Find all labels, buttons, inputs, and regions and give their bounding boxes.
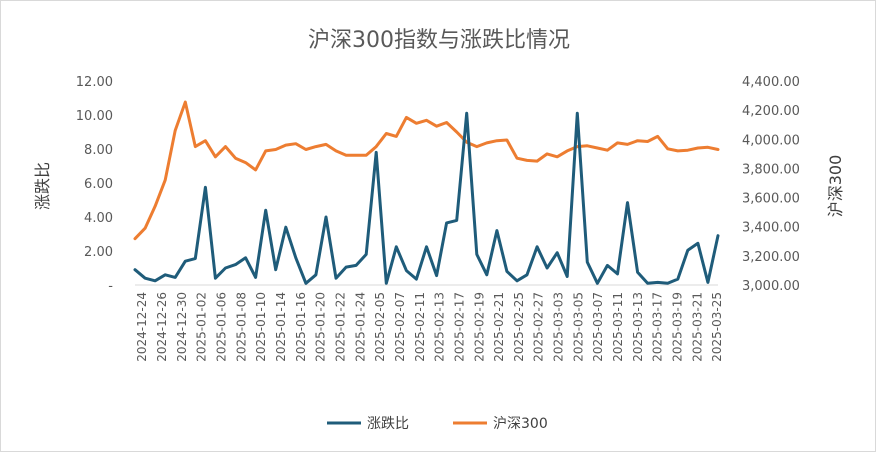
x-tick-label: 2025-02-11 [413,292,427,362]
x-tick-label: 2025-01-06 [215,292,229,362]
y-axis-left-label: 涨跌比 [33,162,52,210]
y-tick-label: 12.00 [76,75,113,90]
y2-tick-label: 3,800.00 [742,162,800,177]
y2-tick-label: 4,200.00 [742,104,800,119]
x-tick-label: 2025-03-21 [690,292,704,362]
x-tick-label: 2025-03-13 [631,292,645,362]
y-axis-right-label: 沪深300 [826,155,845,218]
x-tick-label: 2025-01-20 [314,292,328,362]
chart-title: 沪深300指数与涨跌比情况 [308,28,570,53]
x-tick-label: 2025-02-25 [512,292,526,362]
y-tick-label: 8.00 [84,143,113,158]
x-tick-label: 2025-01-08 [234,292,248,362]
x-tick-label: 2025-02-27 [532,292,546,362]
y-tick-label: 10.00 [76,109,113,124]
y-tick-label: 6.00 [84,177,113,192]
y2-tick-label: 4,000.00 [742,133,800,148]
x-tick-label: 2024-12-26 [155,292,169,362]
legend-label-zhangdiebi: 涨跌比 [367,416,409,432]
x-tick-label: 2025-01-16 [294,292,308,362]
y2-tick-label: 3,200.00 [742,250,800,265]
x-axis-ticks: 2024-12-24 2024-12-26 2024-12-30 2025-01-02… [135,292,724,362]
y-tick-label: 2.00 [84,245,113,260]
y2-tick-label: 4,400.00 [742,75,800,90]
x-tick-label: 2024-12-24 [135,292,149,362]
x-tick-label: 2025-02-21 [492,292,506,362]
y-tick-label: 4.00 [84,211,113,226]
x-tick-label: 2025-01-22 [333,292,347,362]
x-tick-label: 2025-03-25 [710,292,724,362]
legend: 涨跌比 沪深300 [327,416,548,432]
series-line-hs300 [133,100,720,241]
x-tick-label: 2025-01-02 [195,292,209,362]
x-tick-label: 2024-12-30 [175,292,189,362]
x-tick-label: 2025-02-19 [472,292,486,362]
x-tick-label: 2025-01-14 [274,292,288,362]
x-tick-label: 2025-02-05 [373,292,387,362]
x-tick-label: 2025-01-24 [353,292,367,362]
x-tick-label: 2025-03-07 [591,292,605,362]
x-tick-label: 2025-03-05 [571,292,585,362]
y-axis-left-ticks: - 2.00 4.00 6.00 8.00 10.00 12.00 [76,75,114,294]
x-tick-label: 2025-03-11 [611,292,625,362]
series-line-zhangdiebi [133,111,720,285]
y2-tick-label: 3,600.00 [742,192,800,207]
x-tick-label: 2025-02-13 [433,292,447,362]
y-tick-label: - [108,279,113,294]
y-axis-right-ticks: 3,000.00 3,200.00 3,400.00 3,600.00 3,800.00… [742,75,800,294]
x-tick-label: 2025-02-17 [452,292,466,362]
x-tick-label: 2025-02-07 [393,292,407,362]
x-tick-label: 2025-03-19 [671,292,685,362]
x-tick-label: 2025-03-17 [651,292,665,362]
x-tick-label: 2025-01-10 [254,292,268,362]
legend-label-hs300: 沪深300 [493,416,548,432]
y2-tick-label: 3,000.00 [742,279,800,294]
y2-tick-label: 3,400.00 [742,221,800,236]
x-tick-label: 2025-03-03 [552,292,566,362]
series-layer [133,100,720,285]
